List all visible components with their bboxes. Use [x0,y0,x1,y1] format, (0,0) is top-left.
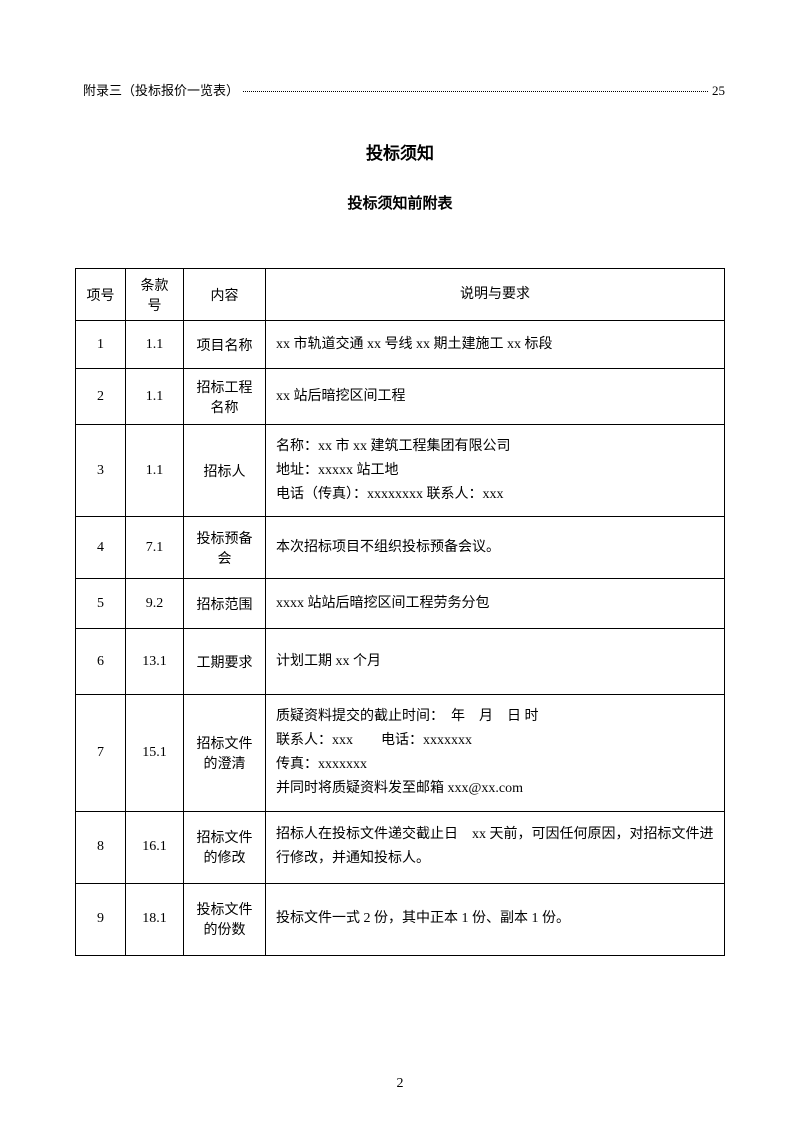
cell-content: 招标人 [184,425,266,517]
main-title: 投标须知 [75,139,725,164]
table-header-row: 项号 条款号 内容 说明与要求 [76,269,725,321]
header-content: 内容 [184,269,266,321]
cell-content: 招标文件的澄清 [184,695,266,811]
cell-content: 招标文件的修改 [184,811,266,883]
table-row: 59.2招标范围xxxx 站站后暗挖区间工程劳务分包 [76,579,725,629]
cell-no: 7 [76,695,126,811]
table-row: 715.1招标文件的澄清质疑资料提交的截止时间： 年 月 日 时联系人：xxx … [76,695,725,811]
cell-content: 投标文件的份数 [184,883,266,955]
cell-desc: 招标人在投标文件递交截止日 xx 天前，可因任何原因，对招标文件进行修改，并通知… [266,811,725,883]
toc-text: 附录三（投标报价一览表） [83,80,239,99]
page-number: 2 [0,1076,800,1092]
toc-dots [243,91,708,92]
cell-no: 1 [76,321,126,369]
cell-clause: 7.1 [126,517,184,579]
cell-desc: 本次招标项目不组织投标预备会议。 [266,517,725,579]
cell-clause: 1.1 [126,321,184,369]
cell-content: 投标预备会 [184,517,266,579]
cell-no: 4 [76,517,126,579]
table-row: 21.1招标工程名称xx 站后暗挖区间工程 [76,369,725,425]
toc-page-number: 25 [712,83,725,99]
cell-clause: 13.1 [126,629,184,695]
table-row: 816.1招标文件的修改招标人在投标文件递交截止日 xx 天前，可因任何原因，对… [76,811,725,883]
cell-no: 3 [76,425,126,517]
table-row: 11.1项目名称xx 市轨道交通 xx 号线 xx 期土建施工 xx 标段 [76,321,725,369]
bidding-table: 项号 条款号 内容 说明与要求 11.1项目名称xx 市轨道交通 xx 号线 x… [75,268,725,956]
cell-desc: xx 站后暗挖区间工程 [266,369,725,425]
cell-content: 招标范围 [184,579,266,629]
toc-entry: 附录三（投标报价一览表） 25 [75,80,725,99]
table-row: 613.1工期要求计划工期 xx 个月 [76,629,725,695]
cell-no: 6 [76,629,126,695]
cell-desc: 质疑资料提交的截止时间： 年 月 日 时联系人：xxx 电话：xxxxxxx传真… [266,695,725,811]
cell-content: 招标工程名称 [184,369,266,425]
cell-clause: 15.1 [126,695,184,811]
cell-desc: 投标文件一式 2 份，其中正本 1 份、副本 1 份。 [266,883,725,955]
sub-title: 投标须知前附表 [75,192,725,213]
cell-no: 5 [76,579,126,629]
cell-clause: 1.1 [126,425,184,517]
cell-clause: 16.1 [126,811,184,883]
header-desc: 说明与要求 [266,269,725,321]
cell-content: 工期要求 [184,629,266,695]
table-row: 918.1投标文件的份数投标文件一式 2 份，其中正本 1 份、副本 1 份。 [76,883,725,955]
header-clause: 条款号 [126,269,184,321]
cell-desc: xxxx 站站后暗挖区间工程劳务分包 [266,579,725,629]
header-no: 项号 [76,269,126,321]
cell-content: 项目名称 [184,321,266,369]
table-row: 47.1投标预备会本次招标项目不组织投标预备会议。 [76,517,725,579]
cell-desc: 名称：xx 市 xx 建筑工程集团有限公司地址：xxxxx 站工地电话（传真）：… [266,425,725,517]
cell-clause: 9.2 [126,579,184,629]
table-row: 31.1招标人名称：xx 市 xx 建筑工程集团有限公司地址：xxxxx 站工地… [76,425,725,517]
cell-no: 9 [76,883,126,955]
cell-no: 2 [76,369,126,425]
cell-desc: xx 市轨道交通 xx 号线 xx 期土建施工 xx 标段 [266,321,725,369]
cell-clause: 18.1 [126,883,184,955]
cell-no: 8 [76,811,126,883]
cell-clause: 1.1 [126,369,184,425]
cell-desc: 计划工期 xx 个月 [266,629,725,695]
